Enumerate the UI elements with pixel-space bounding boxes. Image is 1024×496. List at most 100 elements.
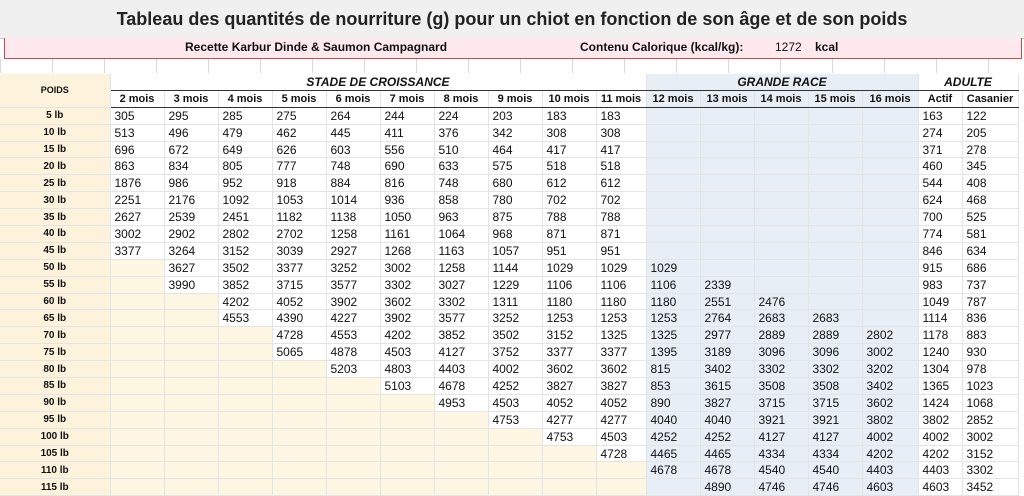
cell bbox=[164, 445, 219, 463]
cell: 1304 bbox=[918, 360, 963, 379]
cell bbox=[272, 478, 327, 496]
cell bbox=[596, 461, 647, 480]
table-row: 15 lb 696 672 649 626 603 556 510 464 417 417 371 27… bbox=[0, 141, 1019, 159]
cell: 4503 bbox=[380, 343, 435, 362]
column-header: 4 mois bbox=[218, 90, 273, 108]
cell: 3577 bbox=[434, 309, 489, 328]
cell bbox=[700, 107, 755, 125]
cell: 1064 bbox=[434, 225, 489, 243]
cell: 3852 bbox=[434, 326, 489, 345]
cell: 4277 bbox=[542, 411, 597, 429]
cell bbox=[110, 428, 165, 446]
cell: 2902 bbox=[164, 225, 219, 243]
cell bbox=[808, 259, 863, 277]
cell: 1023 bbox=[962, 377, 1019, 395]
cell bbox=[754, 276, 809, 294]
cell: 2802 bbox=[218, 225, 273, 243]
cell: 858 bbox=[434, 191, 489, 210]
cell: 3921 bbox=[808, 411, 863, 429]
cell: 4202 bbox=[218, 293, 273, 311]
cell bbox=[646, 141, 701, 159]
cell: 3752 bbox=[488, 343, 543, 362]
cell: 244 bbox=[380, 107, 435, 125]
cell: 3852 bbox=[218, 276, 273, 294]
page-title: Tableau des quantités de nourriture (g) … bbox=[0, 0, 1024, 39]
cell: 702 bbox=[542, 191, 597, 210]
cell: 1258 bbox=[326, 225, 381, 243]
cell: 2683 bbox=[808, 309, 863, 328]
cell bbox=[862, 157, 919, 176]
cell bbox=[434, 411, 489, 429]
cell: 1163 bbox=[434, 242, 489, 260]
cell: 275 bbox=[272, 107, 327, 125]
weight-label: 105 lb bbox=[0, 445, 111, 463]
cell: 3302 bbox=[434, 293, 489, 311]
cell: 342 bbox=[488, 124, 543, 142]
weight-label: 80 lb bbox=[0, 360, 111, 379]
cell: 2764 bbox=[700, 309, 755, 328]
cell: 3402 bbox=[862, 377, 919, 395]
cell: 836 bbox=[962, 309, 1019, 328]
cell: 890 bbox=[646, 394, 701, 412]
cell bbox=[110, 259, 165, 277]
cell: 2702 bbox=[272, 225, 327, 243]
cell bbox=[110, 343, 165, 362]
cell: 983 bbox=[918, 276, 963, 294]
cell bbox=[380, 478, 435, 496]
column-header: Actif bbox=[918, 90, 963, 108]
cell: 295 bbox=[164, 107, 219, 125]
cell: 3096 bbox=[754, 343, 809, 362]
cell bbox=[110, 309, 165, 328]
cell: 3302 bbox=[962, 461, 1019, 480]
cell bbox=[862, 309, 919, 328]
table-row: 70 lb 4728 4553 4202 3852 3502 3152 1325 1325 297… bbox=[0, 326, 1019, 345]
cell: 1253 bbox=[646, 309, 701, 328]
cell: 1029 bbox=[596, 259, 647, 277]
cell bbox=[380, 394, 435, 412]
cell: 4503 bbox=[488, 394, 543, 412]
table-row: 65 lb 4553 4390 4227 3902 3577 3252 1253 1253 125… bbox=[0, 309, 1019, 328]
cell bbox=[110, 394, 165, 412]
poids-header: POIDS bbox=[40, 85, 69, 96]
cell: 4403 bbox=[918, 461, 963, 480]
table-row: 90 lb 4953 4503 4052 4052 890 3827 3715 3715 3602… bbox=[0, 394, 1019, 412]
cell: 203 bbox=[488, 107, 543, 125]
cell: 4753 bbox=[488, 411, 543, 429]
cell bbox=[326, 461, 381, 480]
cell bbox=[808, 293, 863, 311]
column-header: 16 mois bbox=[862, 90, 919, 108]
cell bbox=[326, 478, 381, 496]
cell: 702 bbox=[596, 191, 647, 210]
cell: 376 bbox=[434, 124, 489, 142]
cell bbox=[488, 461, 543, 480]
cell: 4127 bbox=[434, 343, 489, 362]
cell: 5203 bbox=[326, 360, 381, 379]
table-row: 80 lb 5203 4803 4403 4002 3602 3602 815 3402 3302… bbox=[0, 360, 1019, 379]
cell: 408 bbox=[962, 174, 1019, 193]
cell: 624 bbox=[918, 191, 963, 210]
cell: 4553 bbox=[218, 309, 273, 328]
cell: 1029 bbox=[646, 259, 701, 277]
cell: 3921 bbox=[754, 411, 809, 429]
table-row: 50 lb 3627 3502 3377 3252 3002 1258 1144 1029 102… bbox=[0, 259, 1019, 277]
cell: 518 bbox=[596, 157, 647, 176]
cell bbox=[488, 445, 543, 463]
cell bbox=[326, 377, 381, 395]
cell bbox=[862, 225, 919, 243]
cell: 1876 bbox=[110, 174, 165, 193]
cell: 871 bbox=[596, 225, 647, 243]
cell bbox=[164, 428, 219, 446]
cell: 2927 bbox=[326, 242, 381, 260]
cell bbox=[700, 124, 755, 142]
cell: 4277 bbox=[596, 411, 647, 429]
cell: 1106 bbox=[646, 276, 701, 294]
table-row: 40 lb 3002 2902 2802 2702 1258 1161 1064 968 871 8… bbox=[0, 225, 1019, 243]
cell: 3377 bbox=[110, 242, 165, 260]
cell: 883 bbox=[962, 326, 1019, 345]
group-header-adult: ADULTE bbox=[918, 74, 1019, 91]
cell bbox=[218, 360, 273, 379]
cell: 4465 bbox=[646, 445, 701, 463]
table-row: 75 lb 5065 4878 4503 4127 3752 3377 3377 1395 318… bbox=[0, 343, 1019, 362]
weight-label: 100 lb bbox=[0, 428, 111, 446]
cell: 4803 bbox=[380, 360, 435, 379]
